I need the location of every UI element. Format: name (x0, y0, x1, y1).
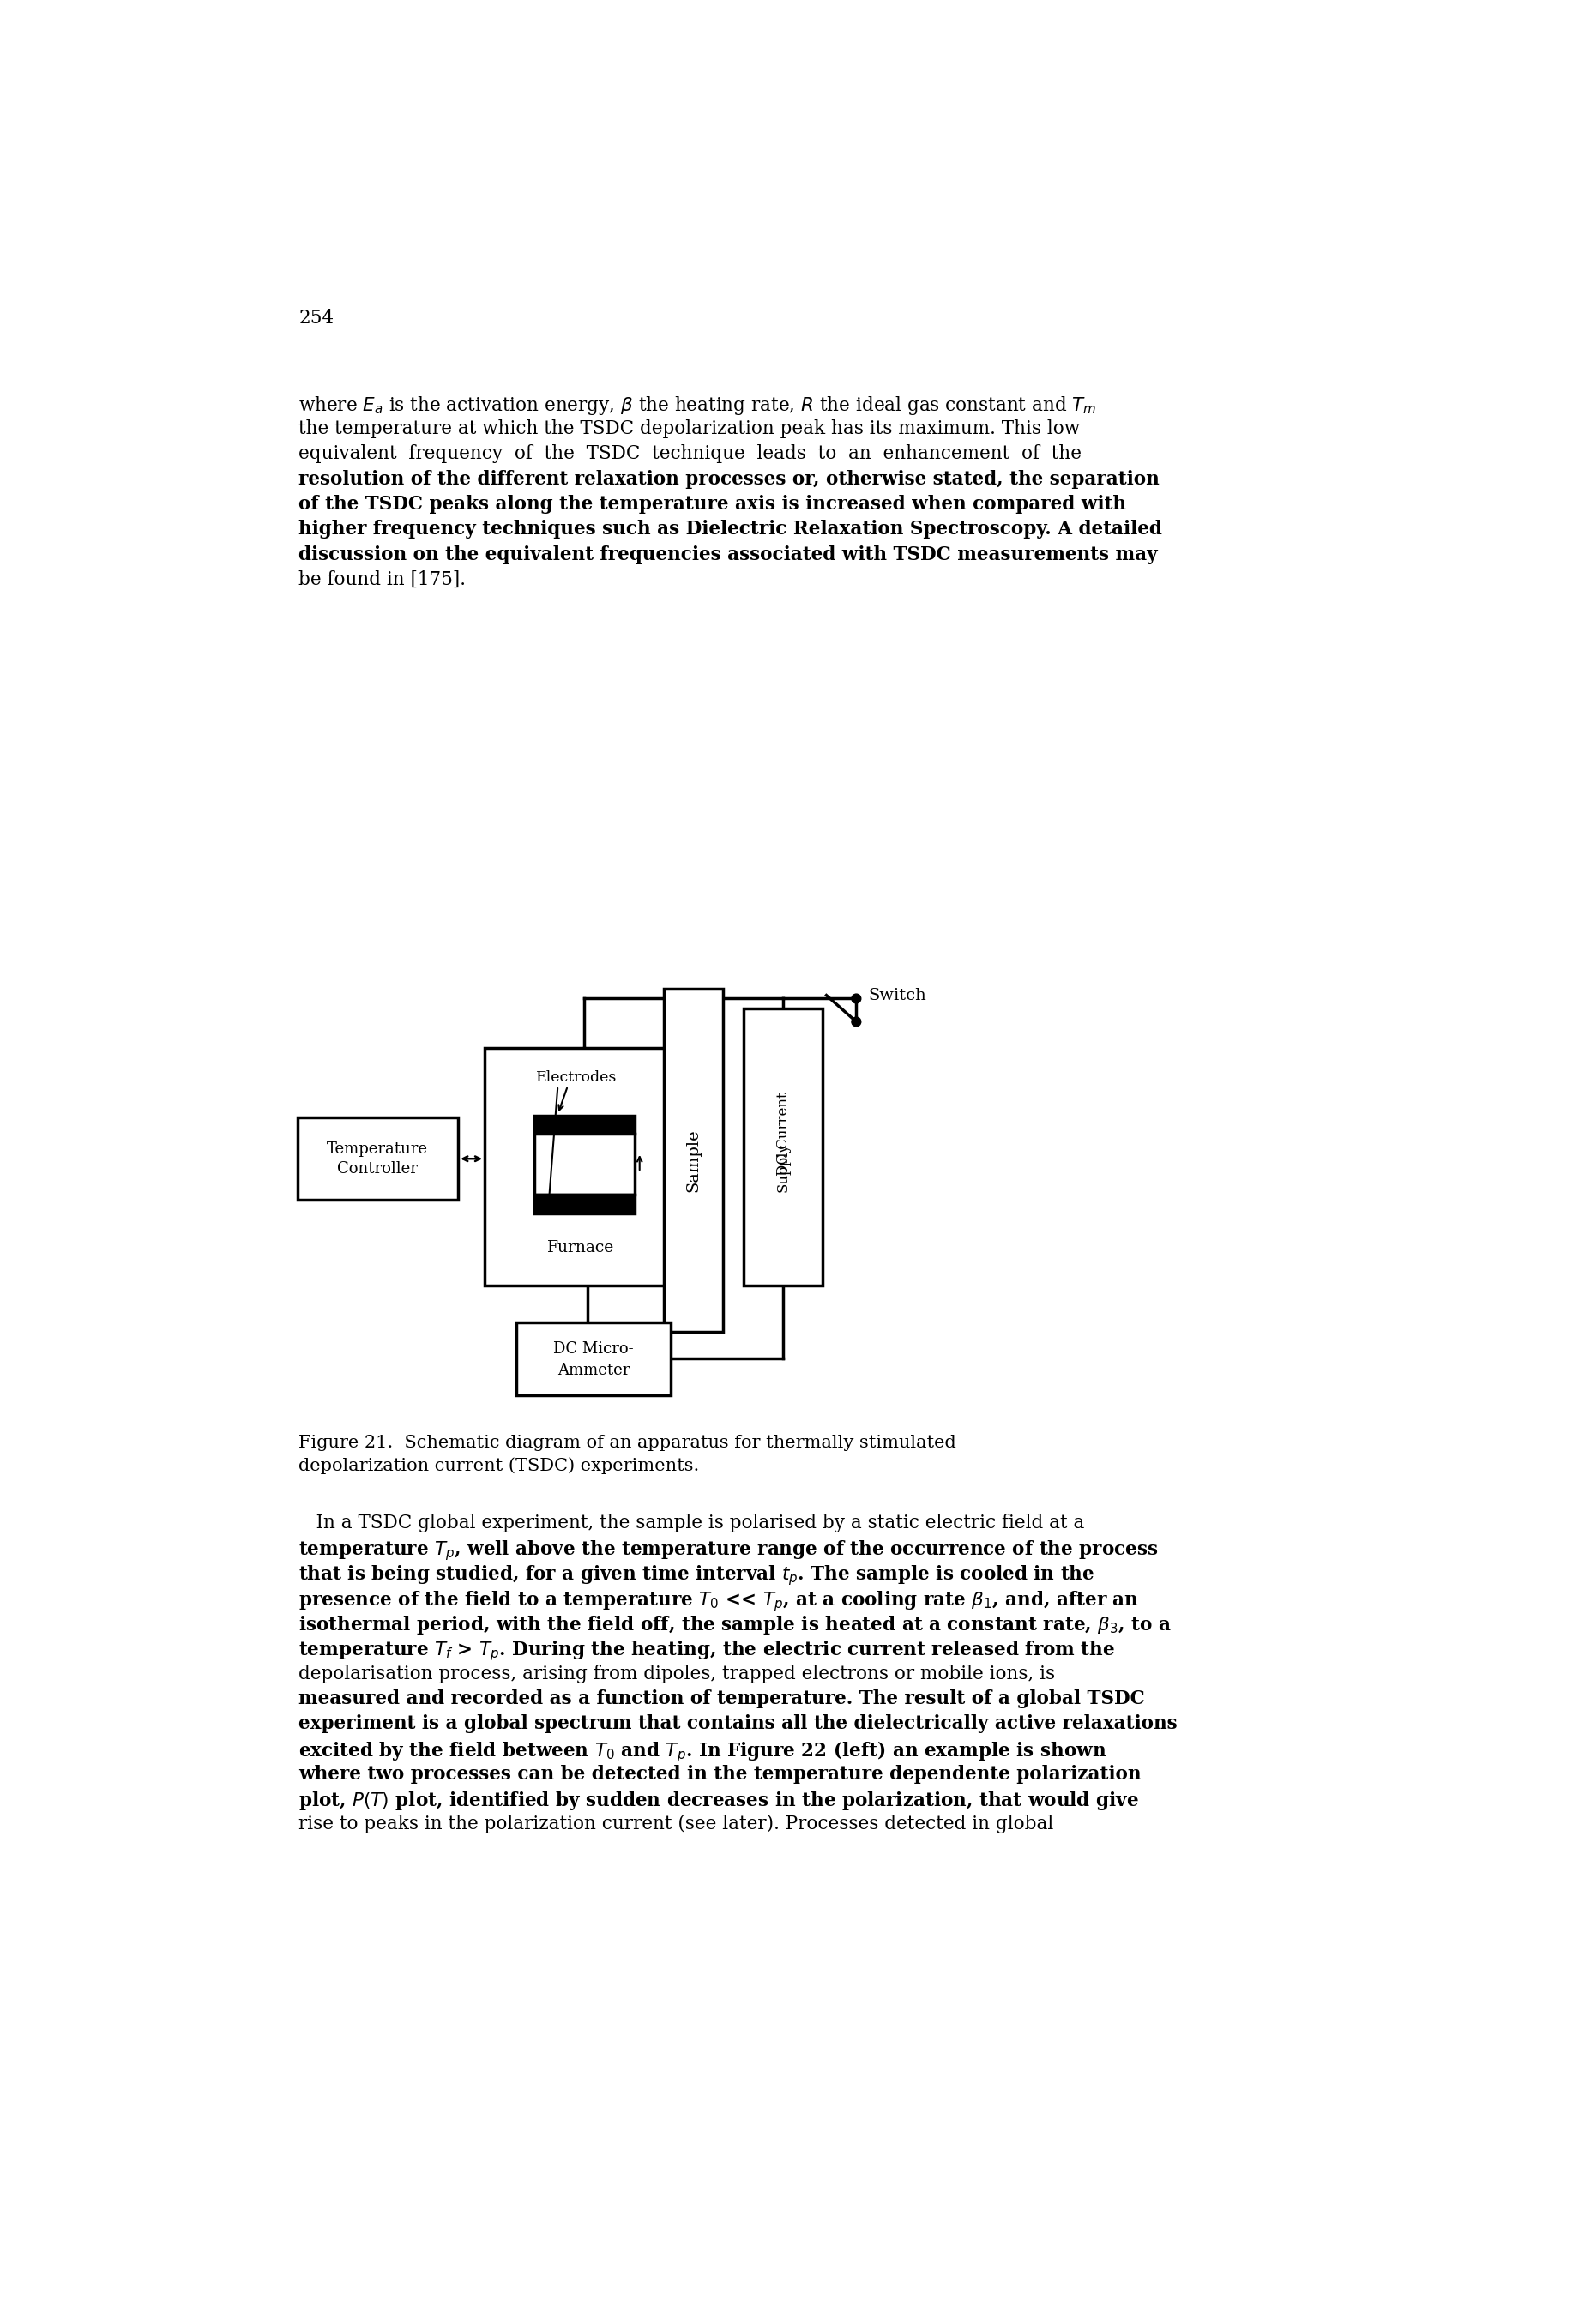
Text: where two processes can be detected in the temperature dependente polarization: where two processes can be detected in t… (299, 1764, 1141, 1783)
Text: that is being studied, for a given time interval $t_p$. The sample is cooled in : that is being studied, for a given time … (299, 1564, 1095, 1587)
Text: the temperature at which the TSDC depolarization peak has its maximum. This low: the temperature at which the TSDC depola… (299, 421, 1080, 439)
Bar (535, 1134, 635, 1195)
Text: isothermal period, with the field off, the sample is heated at a constant rate, : isothermal period, with the field off, t… (299, 1615, 1171, 1636)
Text: presence of the field to a temperature $T_0$ << $T_p$, at a cooling rate $\beta_: presence of the field to a temperature $… (299, 1590, 1139, 1613)
Bar (298, 1118, 458, 1199)
Text: excited by the field between $T_0$ and $T_p$. In Figure 22 (left) an example is : excited by the field between $T_0$ and $… (299, 1741, 1107, 1764)
Text: where $E_a$ is the activation energy, $\beta$ the heating rate, $R$ the ideal ga: where $E_a$ is the activation energy, $\… (299, 395, 1096, 416)
Text: DC Micro-: DC Micro- (554, 1341, 633, 1357)
Text: equivalent  frequency  of  the  TSDC  technique  leads  to  an  enhancement  of : equivalent frequency of the TSDC techniq… (299, 444, 1082, 462)
Text: discussion on the equivalent frequencies associated with TSDC measurements may: discussion on the equivalent frequencies… (299, 546, 1158, 565)
Text: Controller: Controller (337, 1162, 418, 1176)
Text: Switch: Switch (869, 988, 926, 1004)
Text: measured and recorded as a function of temperature. The result of a global TSDC: measured and recorded as a function of t… (299, 1690, 1146, 1708)
Text: Supply: Supply (776, 1141, 791, 1192)
Bar (485, 1048, 690, 1285)
Bar (535, 1116, 635, 1134)
Text: 254: 254 (299, 309, 334, 328)
Text: depolarization current (TSDC) experiments.: depolarization current (TSDC) experiment… (299, 1457, 700, 1473)
Text: DC Current: DC Current (776, 1092, 791, 1176)
Text: temperature $T_p$, well above the temperature range of the occurrence of the pro: temperature $T_p$, well above the temper… (299, 1538, 1158, 1562)
Text: Ammeter: Ammeter (557, 1362, 630, 1378)
Text: In a TSDC global experiment, the sample is polarised by a static electric field : In a TSDC global experiment, the sample … (299, 1513, 1085, 1532)
Bar (663, 988, 722, 1332)
Text: plot, $P(T)$ plot, identified by sudden decreases in the polarization, that woul: plot, $P(T)$ plot, identified by sudden … (299, 1789, 1139, 1813)
Bar (745, 1009, 823, 1285)
Text: be found in [175].: be found in [175]. (299, 569, 466, 588)
Text: Electrodes: Electrodes (536, 1069, 617, 1085)
Circle shape (851, 995, 861, 1004)
Text: Temperature: Temperature (328, 1141, 428, 1157)
Text: resolution of the different relaxation processes or, otherwise stated, the separ: resolution of the different relaxation p… (299, 469, 1160, 488)
Text: higher frequency techniques such as Dielectric Relaxation Spectroscopy. A detail: higher frequency techniques such as Diel… (299, 521, 1161, 539)
Bar (535, 1195, 635, 1213)
Text: Figure 21.  Schematic diagram of an apparatus for thermally stimulated: Figure 21. Schematic diagram of an appar… (299, 1434, 956, 1450)
Text: Furnace: Furnace (547, 1241, 614, 1255)
Text: experiment is a global spectrum that contains all the dielectrically active rela: experiment is a global spectrum that con… (299, 1715, 1177, 1734)
Circle shape (851, 1018, 861, 1027)
Text: of the TSDC peaks along the temperature axis is increased when compared with: of the TSDC peaks along the temperature … (299, 495, 1126, 514)
Text: rise to peaks in the polarization current (see later). Processes detected in glo: rise to peaks in the polarization curren… (299, 1815, 1053, 1834)
Bar (517, 1322, 671, 1394)
Text: depolarisation process, arising from dipoles, trapped electrons or mobile ions, : depolarisation process, arising from dip… (299, 1664, 1055, 1683)
Text: Sample: Sample (686, 1129, 702, 1192)
Text: temperature $T_f$ > $T_p$. During the heating, the electric current released fro: temperature $T_f$ > $T_p$. During the he… (299, 1638, 1115, 1664)
